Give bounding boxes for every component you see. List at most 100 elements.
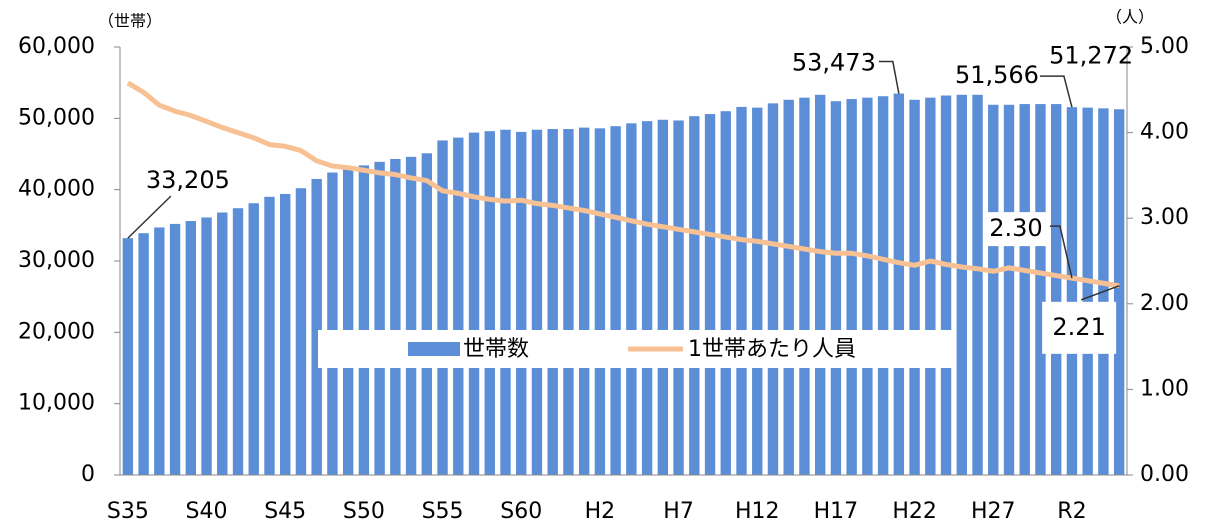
bar [1035,104,1046,476]
bar [1003,104,1015,475]
bar [956,94,967,475]
y-tick-label: 0 [81,462,95,487]
bar [972,94,983,475]
x-tick-label: H7 [663,499,694,524]
bar [122,238,134,475]
bar [547,129,558,476]
bar [689,116,700,476]
y2-tick-label: 1.00 [1140,376,1189,401]
bar [783,99,794,475]
y-tick-label: 60,000 [18,34,95,59]
bar [657,119,669,475]
bar [169,223,181,475]
bar [704,114,716,475]
data-label: 33,205 [146,166,230,194]
x-tick-label: S55 [422,499,464,524]
bar [988,104,999,475]
bar [437,140,448,476]
bar [862,97,873,475]
x-tick-label: S40 [186,499,228,524]
bar [1051,104,1062,476]
bar [641,121,653,475]
bar [736,106,747,476]
bar [767,103,779,475]
bar [374,161,385,475]
bar [799,97,810,475]
leader-line [1049,225,1073,279]
y-axis-title: （世帯） [98,12,162,31]
x-tick-label: S60 [500,499,542,524]
y2-tick-label: 2.00 [1140,291,1189,316]
bar [468,132,480,475]
bar [1066,107,1078,475]
bar [720,111,731,475]
bar [201,217,212,475]
legend-swatch [408,342,460,356]
y2-axis-title: （人） [1106,8,1154,27]
bar [358,165,370,475]
bar [673,120,684,476]
data-label: 2.30 [989,214,1042,242]
label-box [985,212,1046,247]
bar [516,131,527,476]
data-label: 53,473 [792,49,876,77]
data-label: 2.21 [1052,313,1105,341]
bar [295,188,307,476]
x-tick-label: H12 [735,499,780,524]
bar [594,128,606,475]
bar [248,203,259,475]
bar [893,93,905,475]
bar [154,227,165,475]
bar [877,96,889,475]
bar [264,196,275,476]
y-tick-label: 50,000 [18,105,95,130]
bar [626,123,637,476]
bar [925,97,936,475]
x-tick-label: S50 [343,499,385,524]
bar [405,156,417,475]
bar [280,193,291,476]
data-label: 51,272 [1049,41,1133,69]
y2-tick-label: 3.00 [1140,205,1189,230]
bar [138,233,149,475]
y2-tick-label: 4.00 [1140,120,1189,145]
x-tick-label: S45 [264,499,306,524]
leader-line [127,195,172,239]
x-tick-label: H2 [585,499,616,524]
bar [390,158,401,475]
bar [531,129,543,475]
bar [327,172,338,475]
bar [453,137,464,476]
bar [1082,107,1093,475]
x-tick-label: S35 [107,499,149,524]
x-tick-label: H27 [971,499,1016,524]
bar [311,178,322,475]
label-box [1042,301,1117,354]
data-label: 51,566 [955,61,1039,89]
x-tick-label: H17 [814,499,859,524]
bar [1113,109,1125,475]
bar [484,131,495,475]
bar [500,129,511,475]
line [126,80,1120,289]
y-tick-label: 40,000 [18,177,95,202]
legend-label: 1世帯あたり人員 [688,337,856,362]
y2-tick-label: 0.00 [1140,462,1189,487]
leader-line [1039,75,1073,108]
bar [1019,104,1030,476]
leader-line [878,60,900,94]
x-tick-label: R2 [1057,499,1086,524]
bar [610,126,621,476]
legend-label: 世帯数 [463,337,529,362]
bar [342,168,354,476]
bar [421,153,433,475]
bar [940,95,952,476]
bar [578,127,590,476]
bar [830,101,842,476]
y2-tick-label: 5.00 [1140,34,1189,59]
x-tick-label: H22 [892,499,937,524]
bar [814,94,826,475]
bar [846,99,857,475]
y-tick-label: 30,000 [18,248,95,273]
